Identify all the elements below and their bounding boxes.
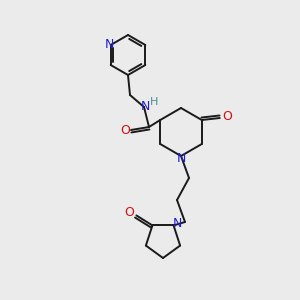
Text: H: H [150, 97, 158, 107]
Text: O: O [222, 110, 232, 124]
Text: N: N [140, 100, 150, 112]
Text: O: O [120, 124, 130, 136]
Text: N: N [173, 217, 182, 230]
Text: N: N [176, 152, 186, 164]
Text: O: O [124, 206, 134, 219]
Text: N: N [105, 38, 114, 52]
